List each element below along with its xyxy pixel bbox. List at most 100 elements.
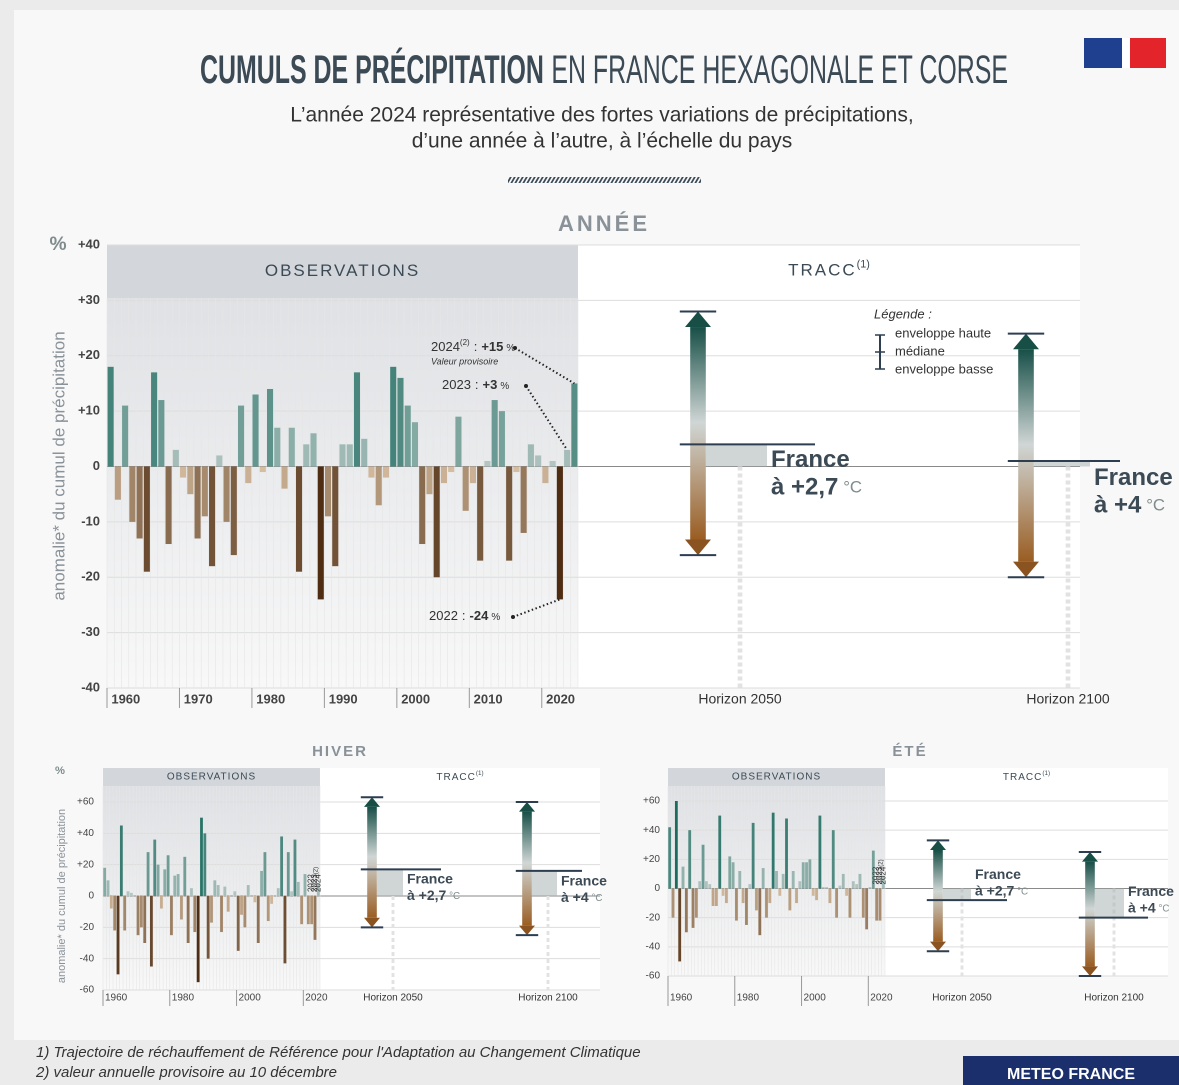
warming-unit: °C: [843, 478, 862, 497]
bar: [165, 466, 172, 545]
brand: METEO FRANCE: [1007, 1066, 1135, 1083]
bar: [805, 862, 808, 889]
annotation-separator: :: [462, 608, 466, 623]
bar-year: 2022: [872, 866, 881, 884]
y-unit: %: [55, 765, 65, 777]
bar: [296, 881, 300, 896]
x-tick-label: 1960: [111, 691, 140, 706]
y-tick-label: -60: [80, 985, 95, 996]
annotation-unit: %: [500, 381, 509, 392]
tracc-title: TRACC(1): [436, 769, 483, 782]
y-tick-label: -20: [646, 912, 661, 923]
annotation-sup: (2): [460, 338, 470, 347]
bar: [136, 896, 140, 936]
bar: [143, 896, 147, 943]
bar: [755, 888, 758, 911]
tracc-sup: (1): [1042, 769, 1050, 776]
envelope-high-arrow: [930, 840, 946, 850]
bar: [821, 887, 825, 889]
bar: [256, 896, 260, 943]
y-tick-label: +20: [77, 859, 94, 870]
warming-country: France: [561, 873, 607, 889]
bar: [738, 871, 742, 889]
x-tick-label: 1960: [670, 993, 693, 1004]
bar: [791, 871, 795, 889]
y-tick-label: -60: [646, 971, 661, 982]
bar: [209, 466, 216, 567]
y-tick-label: -30: [81, 624, 100, 639]
bar: [290, 891, 294, 896]
tracc-label: TRACC: [788, 261, 857, 280]
median-shading: [942, 888, 971, 901]
envelope-high-arrow: [519, 802, 535, 812]
bar: [123, 896, 127, 931]
bar: [881, 876, 885, 889]
bar: [711, 888, 715, 906]
bar-year: 2024: [878, 866, 887, 884]
bar: [556, 466, 563, 600]
warming-country: France: [1128, 883, 1174, 899]
warming-level: à +4 °C: [1094, 492, 1165, 519]
bar: [498, 411, 505, 467]
bar: [678, 888, 682, 962]
tracc-label: TRACC: [1003, 772, 1042, 783]
bar: [223, 886, 227, 896]
observations-header: [668, 768, 885, 786]
bar: [353, 372, 361, 467]
bar: [411, 422, 419, 467]
bar: [190, 888, 193, 896]
bar: [183, 856, 187, 896]
bar: [243, 896, 247, 928]
y-tick-label: +10: [78, 403, 100, 418]
annotation-dot: [511, 615, 515, 619]
bar: [153, 839, 157, 896]
envelope: [1018, 349, 1034, 562]
bar: [361, 438, 368, 467]
bar: [266, 388, 274, 467]
bar: [150, 896, 153, 967]
y-tick-label: -20: [81, 569, 100, 584]
warming-value: à +2,7: [771, 474, 838, 501]
bar: [838, 885, 842, 889]
bar: [725, 888, 728, 904]
bar: [187, 466, 194, 495]
bar: [113, 896, 117, 931]
bar: [200, 817, 203, 896]
legend-item: enveloppe basse: [895, 361, 993, 376]
y-tick-label: 0: [88, 891, 94, 902]
y-tick-label: +20: [78, 347, 100, 362]
bar: [477, 466, 484, 561]
observations-label: OBSERVATIONS: [167, 772, 256, 783]
envelope-high-arrow: [1013, 333, 1039, 350]
bar: [216, 455, 223, 467]
x-tick-label: 1970: [184, 691, 213, 706]
flag-white: [1122, 38, 1130, 68]
bar: [300, 896, 304, 925]
title-rest: EN FRANCE HEXAGONALE ET CORSE: [551, 48, 1008, 92]
bar: [286, 852, 290, 896]
y-tick-label: +20: [643, 854, 660, 865]
bar: [868, 887, 872, 889]
panel-title: HIVER: [312, 743, 368, 760]
bar: [246, 885, 250, 896]
warming-level: à +2,7 °C: [407, 887, 460, 903]
bar: [194, 466, 201, 539]
median-shading: [705, 444, 767, 467]
warming-level: à +2,7 °C: [771, 474, 862, 501]
envelope-low-arrow: [1082, 966, 1098, 976]
bar: [390, 366, 397, 467]
bar: [871, 850, 875, 889]
bar-year-label: 2023: [310, 874, 319, 892]
bar: [681, 866, 685, 889]
envelope: [690, 327, 706, 540]
bar: [761, 868, 765, 889]
bar: [865, 888, 869, 930]
bar: [223, 466, 230, 522]
bar: [426, 466, 433, 495]
warming-country: France: [1094, 464, 1173, 491]
annotation-separator: :: [474, 339, 478, 354]
bar: [845, 888, 849, 896]
bar: [236, 896, 240, 951]
bar: [172, 449, 179, 467]
y-tick-label: +60: [643, 796, 660, 807]
